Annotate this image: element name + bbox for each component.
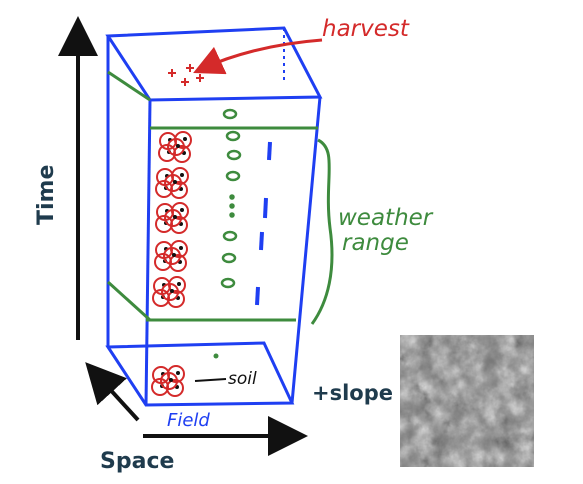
soil-label: soil [228,369,257,389]
dash-mark [267,141,272,161]
weather-sample [222,108,238,120]
dash-mark [255,286,260,306]
harvest-mark [168,69,176,77]
space-label: Space [100,449,174,474]
space-axis-diagonal-arrow [85,362,140,422]
soil-pointer [194,378,227,382]
weather-samples [220,108,242,289]
weather-label-line2: range [342,230,409,256]
weather-sample [225,130,241,142]
time-axis: Time [34,16,98,340]
field-time-box [105,26,323,407]
harvest-mark [181,78,189,86]
harvest-label: harvest [322,16,410,42]
plant-seed-dot [173,180,177,184]
weather-sample [220,277,236,289]
plant-circle [163,247,181,265]
plant-seed-dot [183,137,187,141]
plant-circle [164,174,182,192]
plant-circle [155,180,173,198]
dash-mark [259,231,264,251]
soil-dot [213,353,219,359]
plant-seed-dot [179,246,183,250]
plant-clusters [151,131,192,397]
plant-cluster [151,365,185,397]
plant-cluster [155,167,189,199]
plant-circle [164,209,182,227]
ellipsis-dot [229,212,235,218]
weather-lines [106,70,334,325]
plant-seed-dot [170,289,174,293]
plant-circle [151,378,169,396]
plant-cluster [152,276,186,308]
plant-circle [154,253,172,271]
plant-seed-dot [172,253,176,257]
harvest-arrow [193,38,323,75]
time-label: Time [34,165,59,225]
slope-label: +slope [312,381,393,405]
harvest-mark [196,74,204,82]
plant-circle [158,144,176,162]
plant-seed-dot [169,378,173,382]
box-bottom-face [105,341,295,407]
box-edge-front-right [290,96,322,404]
plant-seed-dot [176,371,180,375]
soil-sample [194,353,227,382]
weather-brace [310,138,334,325]
ellipsis-dot [229,194,235,200]
slope-terrain-photo [400,335,534,467]
plant-seed-dot [176,144,180,148]
plant-cluster [154,240,188,272]
plant-circle [155,215,173,233]
plant-seed-dot [180,208,184,212]
weather-sample [226,149,242,161]
dash-mark [263,197,268,219]
weather-line-top-diag [107,70,151,102]
plant-circle [160,372,178,390]
plant-seed-dot [177,282,181,286]
space-axes: Space [85,362,308,474]
harvest-mark [186,64,194,72]
plant-cluster [155,202,189,234]
weather-sample [222,230,238,242]
field-label: Field [167,410,210,431]
harvest-marks [168,38,323,86]
box-edge-front-left [144,99,152,406]
plant-seed-dot [180,173,184,177]
plant-circle [167,138,185,156]
weather-label-line1: weather [338,205,434,231]
plant-circle [161,283,179,301]
plant-seed-dot [173,215,177,219]
plant-cluster [158,131,192,163]
weather-sample [221,252,237,264]
plant-circle [152,289,170,307]
ellipsis-dot [229,203,235,209]
weather-sample [225,170,241,182]
terrain-image-texture [400,335,534,467]
weather-line-bottom-diag [106,280,152,322]
